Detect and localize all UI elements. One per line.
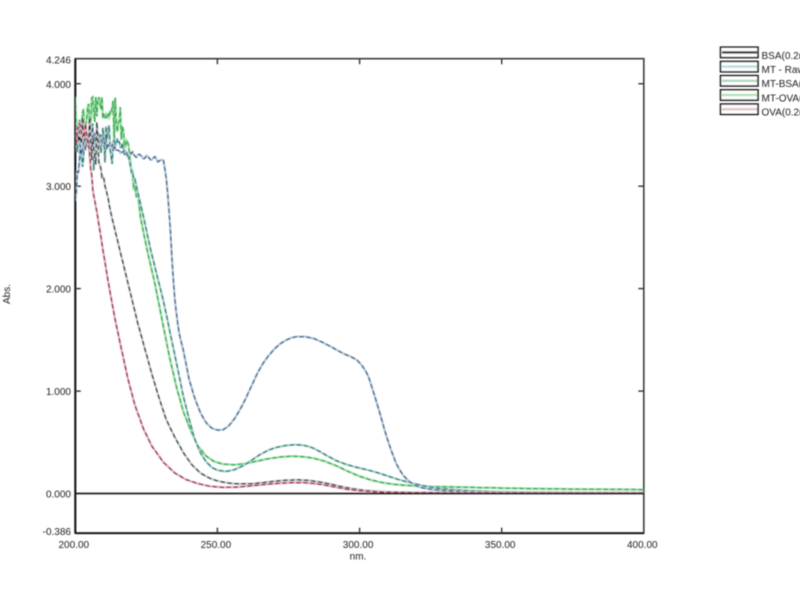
svg-text:OVA(0.2mg/mL): OVA(0.2mg/mL) (762, 108, 800, 119)
svg-text:Abs.: Abs. (2, 284, 13, 304)
svg-text:400.00: 400.00 (627, 540, 658, 551)
svg-text:4.246: 4.246 (46, 56, 71, 67)
svg-text:-0.386: -0.386 (43, 527, 72, 538)
svg-text:4.000: 4.000 (46, 80, 71, 91)
svg-text:300.00: 300.00 (343, 540, 374, 551)
svg-text:2.000: 2.000 (46, 285, 71, 296)
svg-text:MT-BSA(1:1): MT-BSA(1:1) (762, 79, 800, 90)
svg-text:MT-OVA(1:1): MT-OVA(1:1) (762, 93, 800, 104)
svg-text:1.000: 1.000 (46, 387, 71, 398)
svg-text:250.00: 250.00 (201, 540, 232, 551)
svg-text:3.000: 3.000 (46, 182, 71, 193)
svg-text:200.00: 200.00 (59, 540, 90, 551)
svg-text:MT - Raw: MT - Raw (762, 65, 800, 76)
svg-text:0.000: 0.000 (46, 489, 71, 500)
svg-text:BSA(0.2mg/mL): BSA(0.2mg/mL) (762, 51, 800, 62)
svg-text:nm.: nm. (350, 552, 367, 563)
svg-text:350.00: 350.00 (485, 540, 516, 551)
